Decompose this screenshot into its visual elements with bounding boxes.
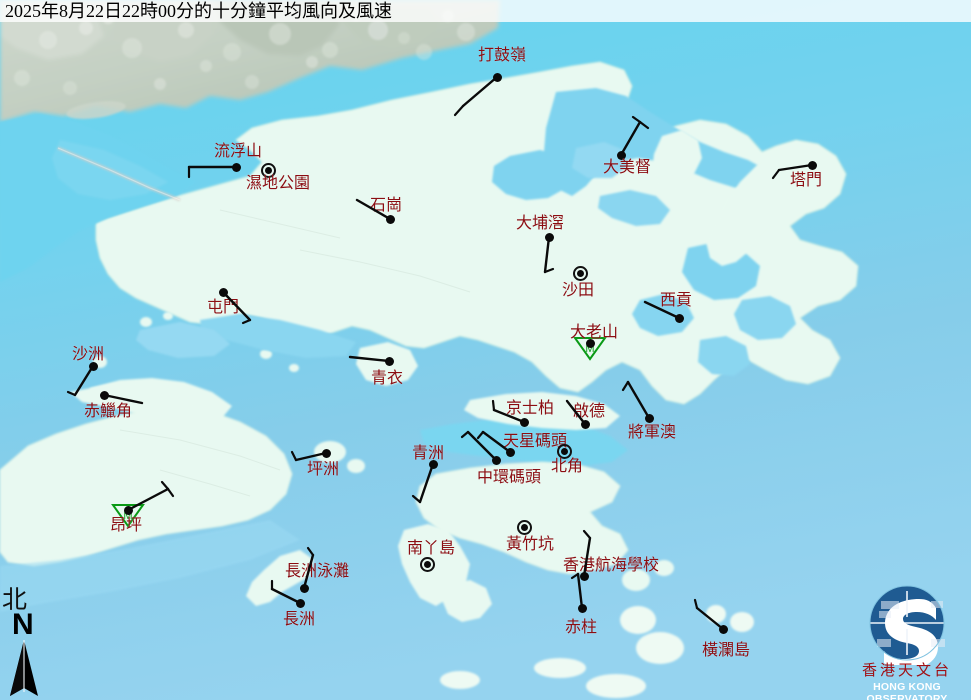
station-label-sha-tin: 沙田 — [562, 282, 595, 299]
station-label-tai-mei-tuk: 大美督 — [603, 159, 652, 176]
station-dot-marker — [718, 624, 728, 634]
station-label-hk-sea-school: 香港航海學校 — [563, 557, 660, 574]
station-dot-marker — [577, 603, 587, 613]
station-label-chek-lap-kok: 赤鱲角 — [84, 403, 133, 420]
page-title: 2025年8月22日22時00分的十分鐘平均風向及風速 — [5, 1, 392, 21]
compass-label-cn: 北 — [2, 587, 28, 614]
station-dot-marker — [807, 160, 817, 170]
hko-logo-name-cn: 香港天文台 — [861, 663, 952, 679]
svg-text:M: M — [585, 343, 594, 355]
station-dot-marker — [674, 313, 684, 323]
station-label-tuen-mun: 屯門 — [207, 299, 240, 316]
station-label-sai-kung: 西貢 — [660, 292, 693, 309]
station-label-peng-chau: 坪洲 — [307, 461, 340, 478]
station-label-cheung-chau-beach: 長洲泳灘 — [285, 563, 350, 580]
station-ring-marker — [556, 443, 572, 459]
station-dot-marker — [299, 583, 309, 593]
station-dot-marker — [231, 162, 241, 172]
station-label-kai-tak: 啟德 — [573, 403, 606, 420]
station-ring-marker — [419, 556, 435, 572]
station-label-lau-fau-shan: 流浮山 — [214, 143, 263, 160]
station-label-sha-chau: 沙洲 — [72, 346, 105, 363]
station-label-tseung-kwan-o: 將軍澳 — [628, 424, 677, 441]
station-dot-marker — [384, 356, 394, 366]
hko-logo-mark — [869, 585, 945, 669]
station-dot-marker — [644, 413, 654, 423]
station-dot-marker — [264, 166, 272, 174]
station-dot-marker — [560, 447, 568, 455]
station-label-tsing-yi: 青衣 — [371, 370, 404, 387]
station-label-waglan-island: 橫瀾島 — [702, 642, 751, 659]
compass-label-en: N — [12, 608, 34, 641]
station-label-ta-kwu-ling: 打鼓嶺 — [478, 47, 527, 64]
station-label-star-ferry: 天星碼頭 — [503, 433, 568, 450]
station-label-ngong-ping: 昂坪 — [110, 517, 143, 534]
station-dot-marker — [218, 287, 228, 297]
title-bar: 2025年8月22日22時00分的十分鐘平均風向及風速 — [0, 0, 971, 22]
station-label-kings-park: 京士柏 — [506, 400, 555, 417]
station-dot-marker — [123, 505, 133, 515]
station-dot-marker — [99, 390, 109, 400]
station-label-green-island: 青洲 — [412, 445, 445, 462]
station-label-lamma-island: 南丫島 — [407, 540, 456, 557]
station-dot-marker — [295, 598, 305, 608]
hko-logo: 香港天文台 HONG KONG OBSERVATORY — [843, 585, 971, 700]
station-dot-marker — [423, 560, 431, 568]
station-dot-marker — [385, 214, 395, 224]
station-dot-marker — [321, 448, 331, 458]
station-label-wong-chuk-hang: 黃竹坑 — [506, 536, 555, 553]
hko-logo-name-en: HONG KONG OBSERVATORY — [866, 681, 948, 700]
station-ring-marker — [260, 162, 276, 178]
station-ring-marker — [516, 519, 532, 535]
svg-text:M: M — [123, 510, 132, 522]
station-label-tai-po-kau: 大埔滘 — [516, 215, 565, 232]
compass-rose: 北 N — [2, 588, 62, 700]
station-dot-marker — [520, 523, 528, 531]
station-label-shek-kong: 石崗 — [370, 197, 403, 214]
station-dot-marker — [576, 269, 584, 277]
calm-marker-icon: M — [573, 337, 607, 361]
north-arrow-icon — [10, 640, 38, 696]
station-dot-marker — [492, 72, 502, 82]
station-dot-marker — [544, 232, 554, 242]
station-label-cheung-chau: 長洲 — [283, 611, 316, 628]
station-label-wetland-park: 濕地公園 — [246, 175, 311, 192]
station-label-north-point: 北角 — [551, 458, 584, 475]
station-label-tates-cairn: 大老山 — [570, 324, 619, 341]
station-dot-marker — [580, 419, 590, 429]
station-label-stanley: 赤柱 — [565, 619, 598, 636]
station-dot-marker — [519, 417, 529, 427]
station-ring-marker — [572, 265, 588, 281]
station-label-tap-mun: 塔門 — [790, 172, 823, 189]
station-label-central-pier: 中環碼頭 — [477, 469, 542, 486]
station-dot-marker — [585, 338, 595, 348]
station-dot-marker — [491, 455, 501, 465]
